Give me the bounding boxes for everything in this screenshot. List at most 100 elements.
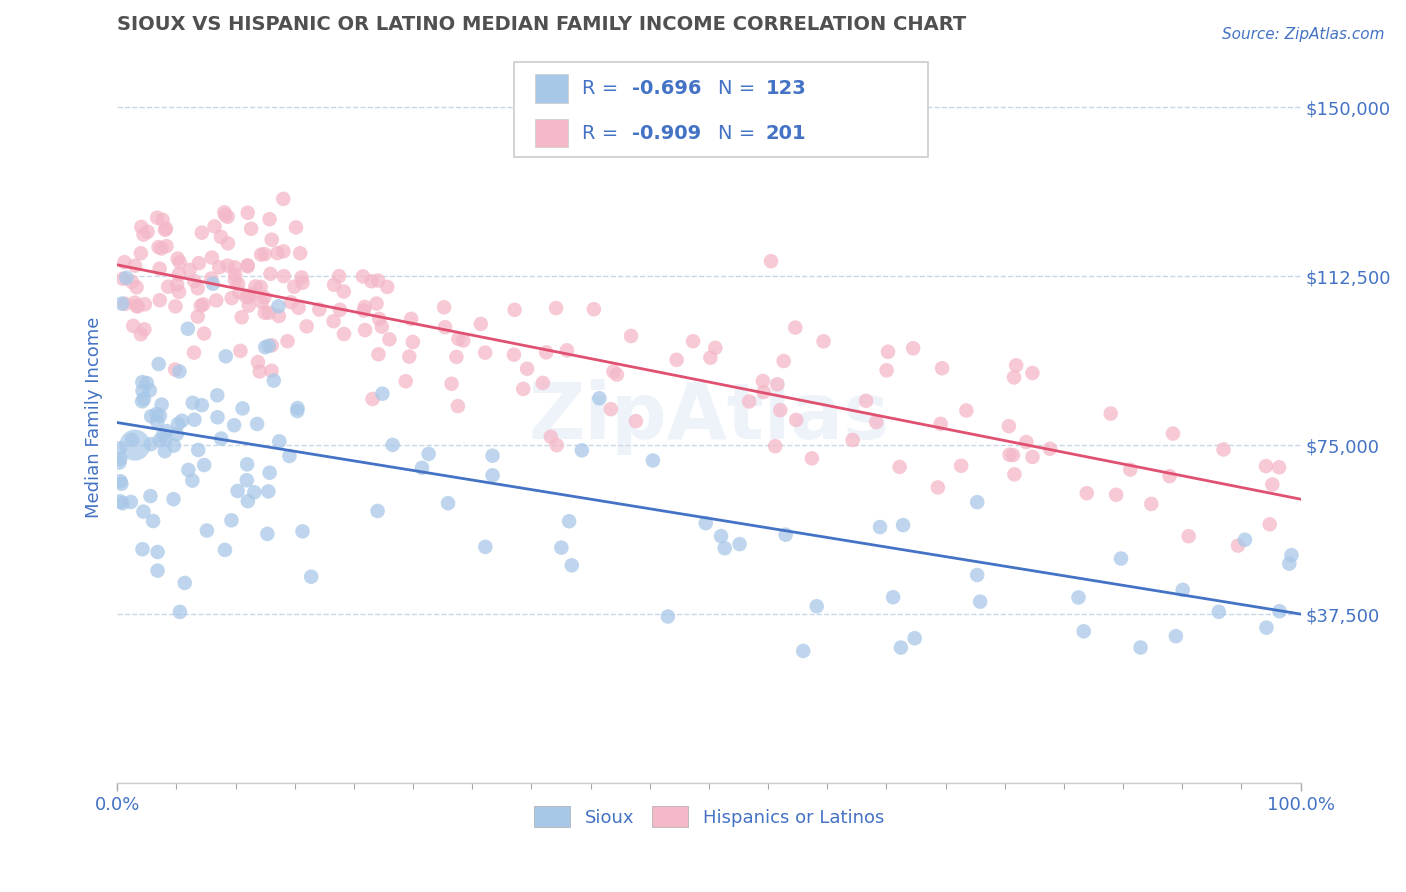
Point	[132, 392, 155, 406]
Point	[1177, 529, 1199, 543]
Point	[657, 609, 679, 624]
Point	[260, 364, 283, 378]
Point	[418, 447, 440, 461]
Point	[271, 192, 294, 206]
Point	[167, 417, 190, 431]
Point	[111, 296, 134, 310]
Point	[599, 402, 621, 417]
Point	[146, 564, 169, 578]
Point	[451, 334, 474, 348]
Point	[181, 474, 204, 488]
Point	[114, 255, 136, 269]
Point	[375, 280, 398, 294]
Point	[1119, 462, 1142, 476]
Point	[481, 449, 503, 463]
Point	[333, 326, 356, 341]
Point	[208, 260, 231, 275]
Point	[273, 269, 295, 284]
Point	[193, 458, 215, 472]
Point	[246, 417, 269, 431]
Point	[152, 212, 174, 227]
Point	[516, 361, 538, 376]
Point	[259, 212, 281, 227]
Point	[256, 526, 278, 541]
Point	[1109, 551, 1132, 566]
Point	[447, 399, 470, 413]
Point	[402, 334, 425, 349]
Point	[127, 300, 149, 314]
Point	[546, 301, 568, 315]
Point	[155, 239, 177, 253]
Point	[1073, 624, 1095, 639]
Point	[214, 208, 236, 222]
Point	[207, 388, 229, 402]
Point	[236, 258, 259, 272]
Point	[1256, 621, 1278, 635]
Point	[503, 302, 526, 317]
Point	[763, 439, 786, 453]
Point	[276, 334, 298, 349]
Point	[474, 540, 496, 554]
Point	[125, 280, 148, 294]
Point	[278, 449, 301, 463]
Point	[1171, 582, 1194, 597]
Point	[1002, 467, 1025, 482]
Point	[111, 496, 134, 510]
Point	[561, 558, 583, 573]
Point	[187, 256, 209, 270]
Point	[149, 409, 172, 423]
Point	[285, 404, 308, 418]
Point	[280, 295, 302, 310]
Point	[136, 225, 159, 239]
Point	[353, 300, 375, 314]
Point	[125, 299, 148, 313]
Point	[841, 433, 863, 447]
Point	[555, 343, 578, 358]
Point	[361, 392, 384, 406]
Point	[550, 541, 572, 555]
Point	[217, 210, 239, 224]
Point	[209, 432, 232, 446]
Point	[368, 312, 391, 326]
Point	[447, 332, 470, 346]
Point	[366, 296, 388, 310]
Point	[217, 259, 239, 273]
Point	[813, 334, 835, 349]
FancyBboxPatch shape	[534, 119, 568, 147]
Point	[969, 594, 991, 608]
Y-axis label: Median Family Income: Median Family Income	[86, 317, 103, 517]
Point	[110, 494, 132, 508]
Point	[131, 375, 153, 389]
Point	[249, 364, 271, 378]
Point	[132, 227, 155, 242]
Point	[149, 293, 172, 308]
Point	[166, 277, 188, 292]
Point	[135, 376, 157, 390]
Point	[214, 205, 236, 219]
Point	[367, 504, 389, 518]
FancyBboxPatch shape	[513, 62, 928, 157]
Point	[571, 443, 593, 458]
Point	[890, 640, 912, 655]
Point	[246, 355, 269, 369]
Point	[139, 437, 162, 451]
Point	[139, 384, 162, 398]
Point	[177, 322, 200, 336]
Point	[752, 374, 775, 388]
Point	[295, 319, 318, 334]
FancyBboxPatch shape	[534, 74, 568, 103]
Point	[772, 354, 794, 368]
Point	[111, 272, 134, 286]
Point	[260, 338, 283, 352]
Point	[156, 424, 179, 438]
Point	[1129, 640, 1152, 655]
Point	[122, 318, 145, 333]
Point	[877, 344, 900, 359]
Legend: Sioux, Hispanics or Latinos: Sioux, Hispanics or Latinos	[524, 797, 893, 837]
Point	[229, 343, 252, 358]
Point	[201, 251, 224, 265]
Point	[232, 401, 254, 416]
Point	[641, 453, 664, 467]
Point	[998, 419, 1021, 434]
Point	[177, 463, 200, 477]
